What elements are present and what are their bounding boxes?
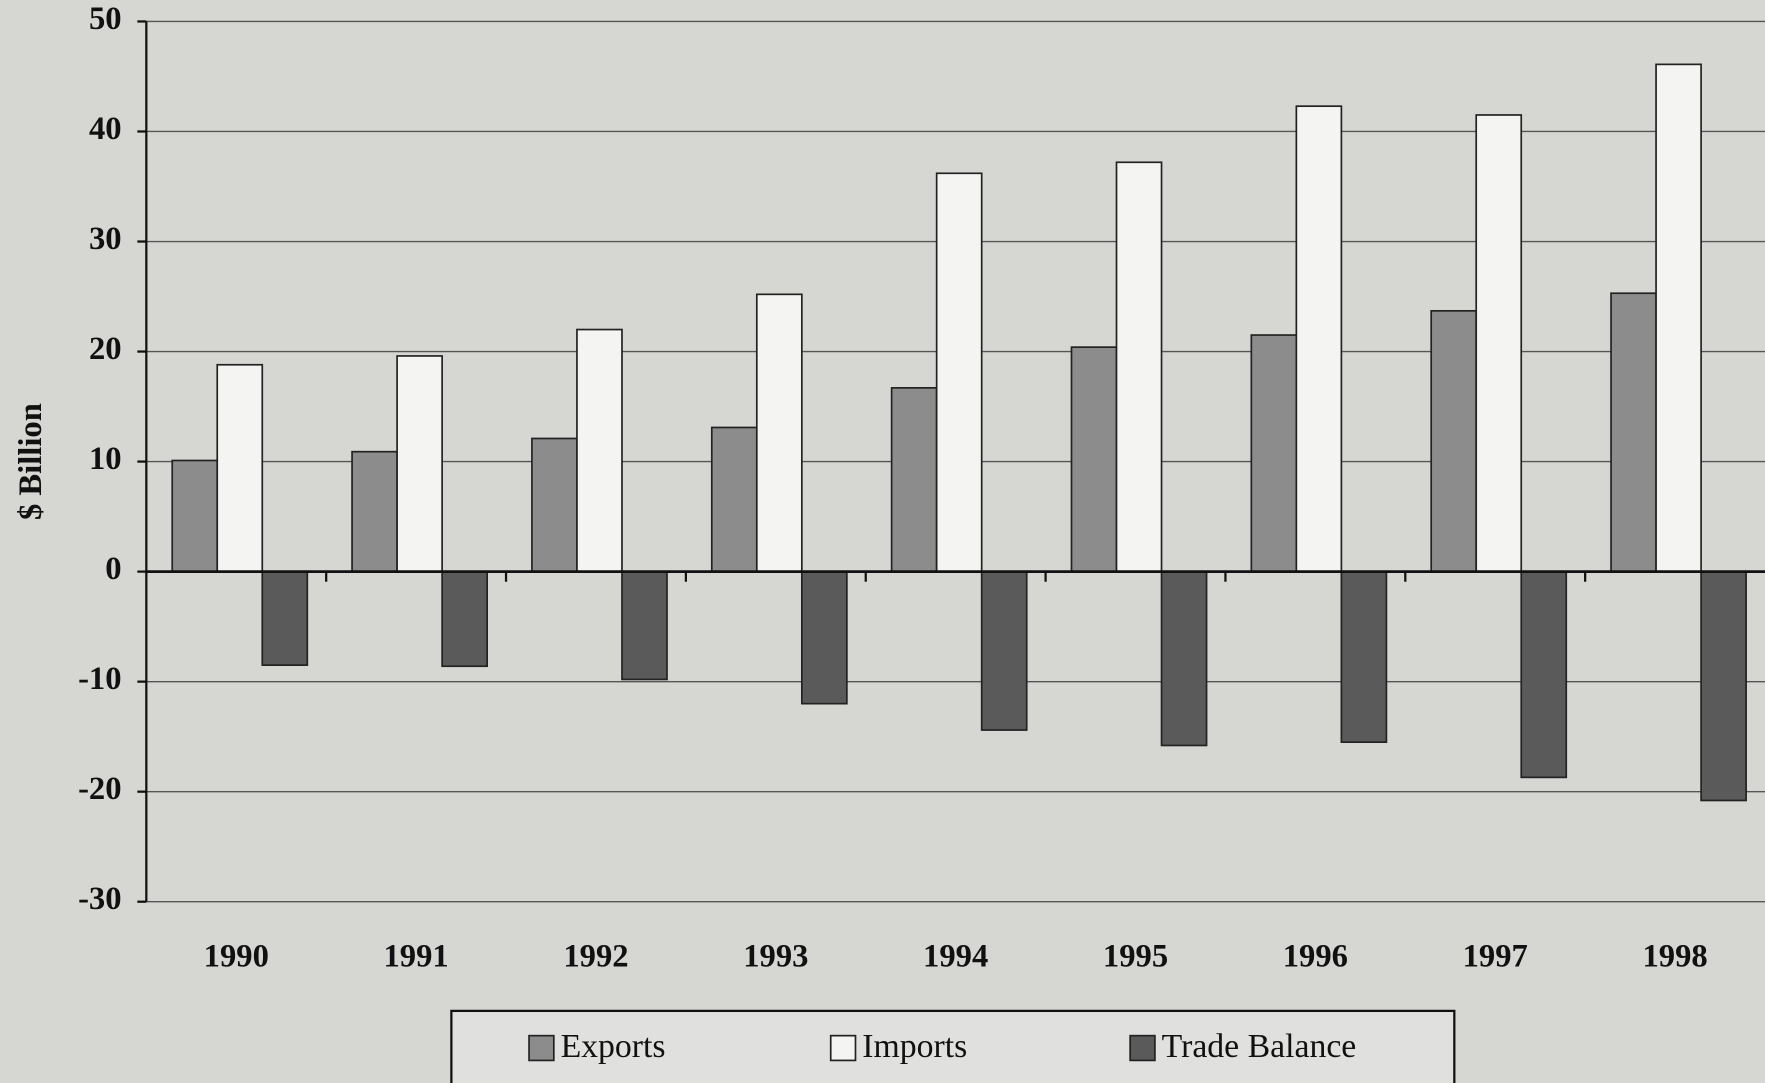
legend-box: [450, 1009, 1456, 1083]
bar: [621, 570, 668, 681]
y-tick-label: 30: [89, 221, 122, 257]
bar: [351, 450, 398, 573]
bar: [1655, 63, 1702, 573]
x-tick-label: 1996: [1283, 939, 1348, 975]
x-tick-label: 1995: [1103, 939, 1168, 975]
bar: [216, 363, 264, 573]
bar: [1430, 309, 1478, 573]
bar: [710, 426, 758, 573]
y-tick-label: -10: [78, 661, 122, 697]
legend-swatch: [1129, 1034, 1156, 1062]
legend-label: Imports: [862, 1028, 967, 1065]
legend-label: Trade Balance: [1162, 1028, 1357, 1065]
x-tick-label: 1994: [923, 939, 988, 975]
bar: [1160, 570, 1208, 747]
y-tick-label: 0: [105, 551, 121, 587]
bar: [396, 355, 443, 573]
legend-swatch: [829, 1034, 857, 1062]
x-tick-label: 1992: [563, 939, 628, 975]
x-tick-label: 1993: [743, 939, 808, 975]
bar: [531, 437, 578, 573]
bar: [576, 328, 623, 573]
bar: [1115, 161, 1163, 573]
y-tick-label: 20: [89, 331, 122, 367]
y-axis-label: $ Billion: [13, 403, 49, 520]
x-tick-label: 1990: [204, 939, 269, 975]
y-tick-label: 50: [89, 1, 122, 37]
bar: [1340, 570, 1388, 744]
y-tick-label: -20: [78, 771, 122, 807]
bar: [1070, 346, 1118, 573]
bar: [890, 387, 938, 573]
bar: [441, 570, 488, 668]
bar: [935, 172, 983, 573]
bar: [171, 459, 219, 573]
x-tick-label: 1991: [383, 939, 448, 975]
x-tick-label: 1997: [1463, 939, 1528, 975]
legend-swatch: [528, 1034, 555, 1062]
legend-label: Exports: [561, 1028, 666, 1065]
bar: [755, 293, 803, 573]
bar: [261, 570, 309, 666]
bar: [1700, 570, 1747, 802]
bar: [1475, 114, 1523, 573]
x-tick-label: 1998: [1642, 939, 1707, 975]
bar: [980, 570, 1028, 731]
bar: [1610, 292, 1657, 573]
y-tick-label: -30: [78, 881, 122, 917]
y-tick-label: 10: [89, 441, 122, 477]
y-tick-label: 40: [89, 111, 122, 147]
bar: [1295, 105, 1343, 573]
bar: [800, 570, 848, 705]
bar: [1520, 570, 1568, 779]
bar: [1250, 334, 1298, 573]
